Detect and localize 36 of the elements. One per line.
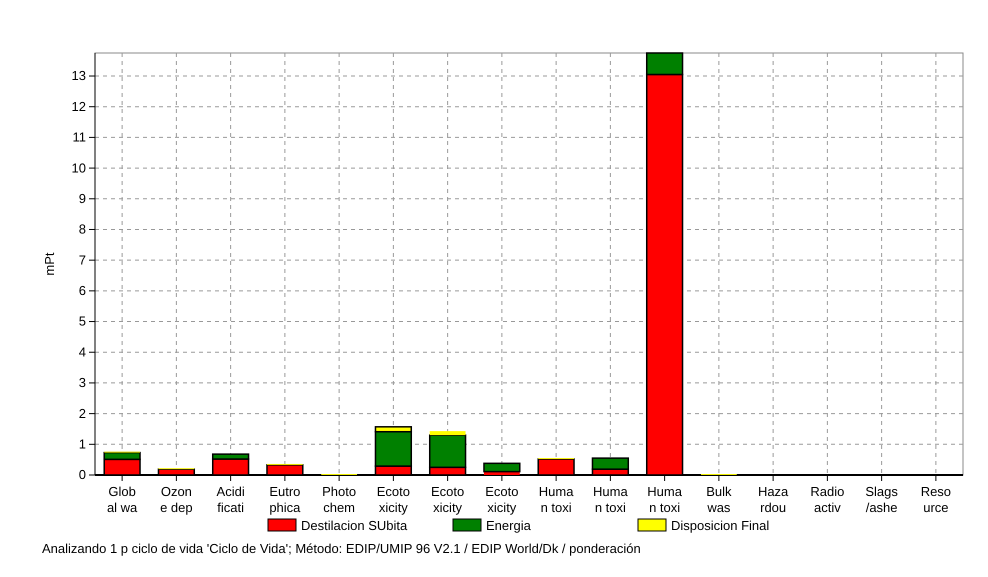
legend-label: Disposicion Final: [671, 518, 770, 533]
x-tick-label: Eutro phica: [269, 484, 302, 515]
x-tick-label: Ecoto xicity: [485, 484, 518, 515]
x-tick-label: Ozon e dep: [160, 484, 193, 515]
x-tick-label: Acidi ficati: [216, 484, 245, 515]
x-tick-label: Photo chem: [322, 484, 356, 515]
legend-label: Destilacion SUbita: [301, 518, 408, 533]
y-tick-label: 5: [78, 314, 86, 329]
y-tick-label: 1: [78, 436, 86, 452]
x-tick-label: Reso urce: [920, 484, 952, 515]
x-tick-label: Bulk was: [706, 484, 732, 515]
x-tick-label: Ecoto xicity: [431, 484, 464, 515]
x-tick-label: Glob al wa: [106, 484, 138, 515]
text: Analizando 1 p ciclo de vida 'Ciclo de Vida'; Método: EDIP/UMIP 96 V2.1 / EDIP World/Dk / ponderación: [42, 541, 641, 556]
x-tick-label: Slags /ashe: [865, 484, 898, 515]
y-tick-label: 0: [78, 467, 86, 482]
y-tick-label: 13: [72, 68, 86, 84]
y-tick-label: 8: [78, 222, 86, 237]
legend-label: Energia: [486, 518, 532, 533]
y-tick-label: 9: [78, 190, 86, 206]
x-tick-label: Haza rdou: [758, 484, 790, 515]
y-tick-label: 10: [72, 160, 86, 176]
y-tick-label: 7: [78, 252, 86, 268]
y-tick-label: 3: [78, 375, 86, 390]
bar: [430, 431, 466, 436]
x-tick-label: Ecoto xicity: [376, 484, 410, 515]
x-tick-label: Huma n toxi: [538, 484, 574, 515]
y-tick-label: 12: [72, 98, 86, 114]
y-axis-title: mPt: [42, 252, 57, 276]
x-tick-label: Huma n toxi: [647, 484, 683, 515]
y-tick-label: 4: [78, 344, 86, 360]
y-tick-label: 11: [72, 130, 86, 145]
y-tick-label: 2: [78, 406, 86, 421]
x-tick-label: Radio activ: [810, 484, 844, 515]
x-tick-label: Huma n toxi: [593, 484, 628, 515]
y-tick-label: 6: [78, 283, 86, 298]
